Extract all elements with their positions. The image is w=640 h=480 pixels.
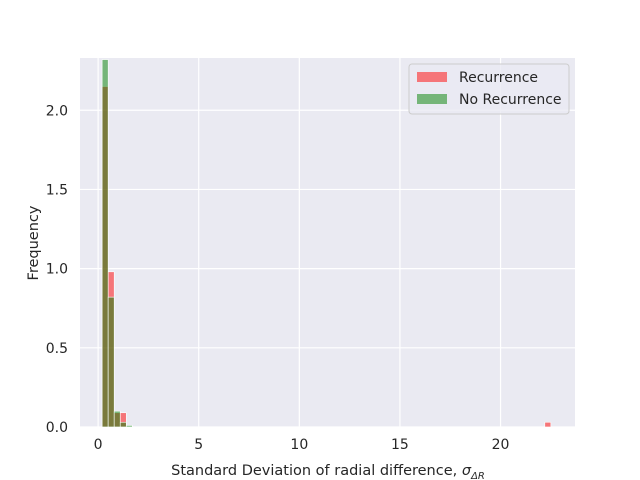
y-tick-label: 1.0 [46, 262, 68, 278]
bar-recurrence [544, 421, 552, 428]
x-tick-labels: 0 5 10 15 20 [94, 437, 510, 453]
legend-box [408, 63, 570, 115]
bar-no-recurrence [113, 410, 121, 428]
y-tick-label: 2.0 [46, 103, 68, 119]
bar-no-recurrence [125, 425, 133, 428]
x-tick-label: 5 [194, 437, 203, 453]
bar-no-recurrence [119, 421, 127, 428]
y-tick-label: 0.0 [46, 420, 68, 436]
x-tick-label: 0 [94, 437, 103, 453]
x-axis-label-symbol: σ [462, 463, 472, 479]
y-axis-label: Frequency [26, 205, 42, 280]
legend: Recurrence No Recurrence [408, 63, 570, 115]
y-tick-labels: 0.0 0.5 1.0 1.5 2.0 [46, 103, 68, 436]
x-tick-label: 15 [391, 437, 409, 453]
histogram-bars [101, 59, 552, 428]
x-tick-label: 10 [290, 437, 308, 453]
x-axis-label: Standard Deviation of radial difference,… [171, 463, 485, 480]
legend-swatch-no-recurrence [417, 94, 447, 104]
plot-background [80, 58, 575, 427]
bar-no-recurrence [107, 296, 115, 428]
legend-label-no-recurrence: No Recurrence [459, 92, 562, 108]
x-tick-label: 20 [492, 437, 510, 453]
legend-label-recurrence: Recurrence [459, 70, 538, 86]
legend-swatch-recurrence [417, 72, 447, 82]
bar-no-recurrence [101, 59, 109, 428]
y-tick-label: 1.5 [46, 182, 68, 198]
x-axis-label-subscript: ΔR [470, 471, 485, 480]
x-axis-label-text: Standard Deviation of radial difference, [171, 463, 462, 479]
y-tick-label: 0.5 [46, 341, 68, 357]
